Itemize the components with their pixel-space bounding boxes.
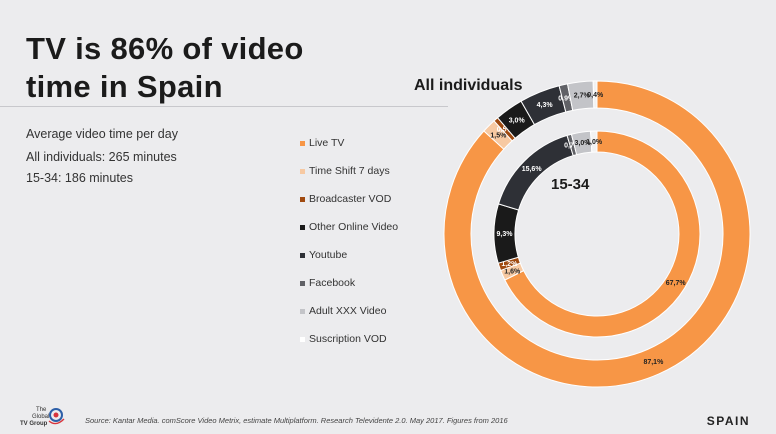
data-label-all-individuals-adult-xxx-video: 2,7%: [574, 93, 591, 100]
legend-swatch: [300, 168, 305, 174]
data-label-15-34-adult-xxx-video: 3,0%: [575, 140, 592, 147]
legend-label: Broadcaster VOD: [309, 193, 392, 205]
data-label-all-individuals-live-tv: 87,1%: [643, 359, 664, 366]
legend-label: Facebook: [309, 277, 356, 289]
legend-item-broadcaster-vod: Broadcaster VOD: [300, 185, 398, 213]
legend-item-youtube: Youtube: [300, 241, 398, 269]
logo-text-3: TV Group: [20, 421, 48, 427]
legend-label: Live TV: [309, 137, 345, 149]
legend-label: Other Online Video: [309, 221, 399, 233]
logo-text-1: The: [36, 407, 47, 413]
title-line-1: TV is 86% of video: [26, 31, 304, 66]
legend-item-adult-xxx-video: Adult XXX Video: [300, 297, 398, 325]
legend-label: Adult XXX Video: [309, 305, 387, 317]
legend-item-facebook: Facebook: [300, 269, 398, 297]
data-label-all-individuals-time-shift-7-days: 1,5%: [490, 133, 507, 140]
legend-swatch: [300, 280, 305, 286]
data-label-15-34-broadcaster-vod: 1,2%: [501, 261, 518, 268]
data-label-15-34-other-online-video: 9,3%: [497, 231, 514, 238]
legend-swatch: [300, 224, 305, 230]
slice-all-individuals-suscription-vod: [592, 80, 598, 109]
page-title: TV is 86% of video time in Spain: [26, 30, 304, 106]
legend-item-time-shift-7-days: Time Shift 7 days: [300, 157, 398, 185]
legend-item-live-tv: Live TV: [300, 129, 398, 157]
title-line-2: time in Spain: [26, 69, 223, 104]
data-label-all-individuals-other-online-video: 3,0%: [509, 117, 526, 124]
data-label-15-34-suscription-vod: 1,0%: [586, 139, 603, 146]
slice-15-34-live-tv: [504, 130, 701, 338]
global-tv-group-logo: The Global TV Group: [12, 405, 70, 429]
data-label-all-individuals-broadcaster-vod: 0,5%: [497, 127, 514, 134]
legend-swatch: [300, 336, 305, 342]
country-label: SPAIN: [706, 414, 750, 428]
data-label-15-34-time-shift-7-days: 1,6%: [504, 268, 521, 275]
stat-15-34: 15-34: 186 minutes: [26, 171, 134, 185]
legend-item-suscription-vod: Suscription VOD: [300, 325, 398, 353]
legend-swatch: [300, 196, 305, 202]
title-divider: [0, 106, 448, 107]
legend-item-other-online-video: Other Online Video: [300, 213, 398, 241]
inner-ring-series-label: 15-34: [551, 176, 590, 193]
stat-all-individuals: All individuals: 265 minutes: [26, 150, 177, 164]
logo-text-2: Global: [32, 414, 50, 420]
legend-label: Youtube: [309, 249, 348, 261]
data-label-15-34-youtube: 15,6%: [522, 166, 543, 173]
data-label-all-individuals-youtube: 4,3%: [537, 102, 554, 109]
legend-swatch: [300, 140, 305, 146]
legend-swatch: [300, 308, 305, 314]
subtitle: Average video time per day: [26, 127, 178, 141]
data-label-all-individuals-facebook: 0,9%: [558, 95, 575, 102]
source-note: Source: Kantar Media. comScore Video Met…: [85, 416, 508, 425]
legend-swatch: [300, 252, 305, 258]
logo-icon: [48, 408, 65, 425]
data-label-all-individuals-suscription-vod: 0,4%: [587, 92, 604, 99]
chart-legend: Live TV Time Shift 7 days Broadcaster VOD O…: [300, 129, 398, 353]
legend-label: Suscription VOD: [309, 333, 387, 345]
slice-all-individuals-live-tv: [443, 80, 751, 388]
data-label-15-34-live-tv: 67,7%: [666, 280, 687, 287]
legend-label: Time Shift 7 days: [309, 165, 390, 177]
data-label-15-34-facebook: 0,7%: [564, 142, 581, 149]
slice-15-34-suscription-vod: [590, 130, 598, 153]
outer-ring-series-label: All individuals: [414, 77, 523, 94]
